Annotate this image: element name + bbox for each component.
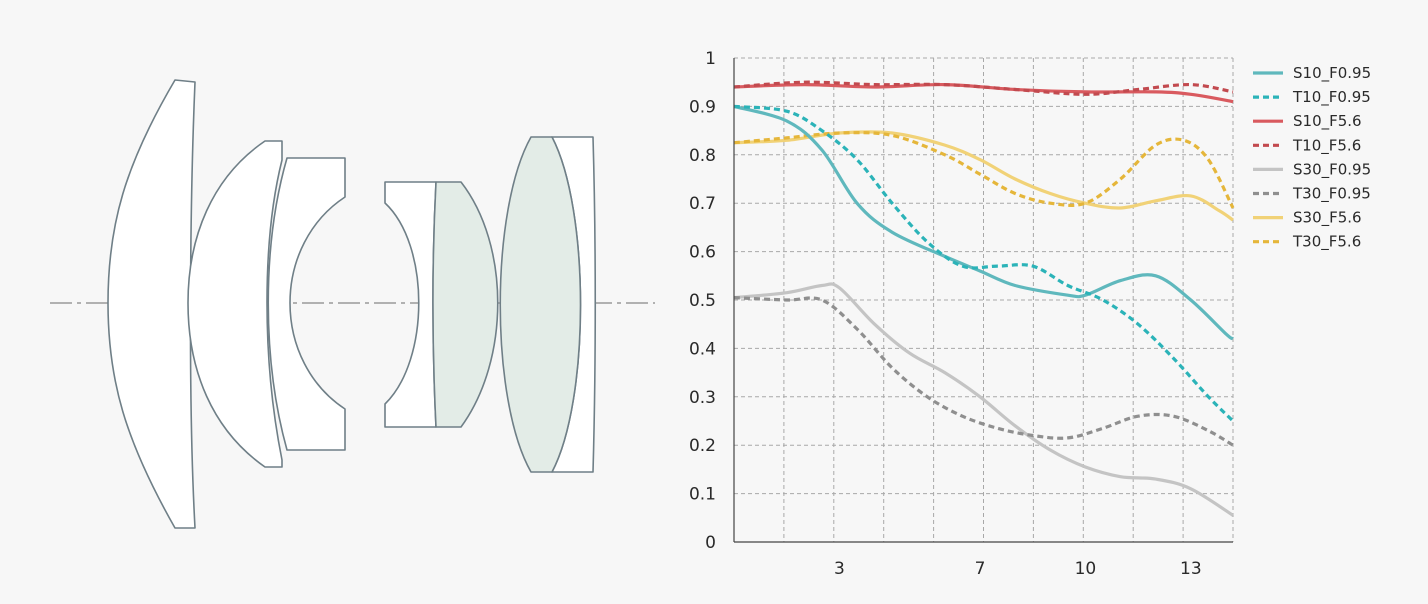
legend-label-s30-f5-6: S30_F5.6 <box>1293 209 1362 228</box>
y-tick-label-3: 0.3 <box>689 388 716 408</box>
y-tick-label-6: 0.6 <box>689 243 716 263</box>
x-tick-label-2: 10 <box>1075 559 1097 579</box>
lens-element-3 <box>267 157 346 451</box>
legend-label-t10-f0-95: T10_F0.95 <box>1292 88 1371 107</box>
lens-element-2 <box>187 140 283 468</box>
y-tick-label-0: 0 <box>705 533 716 553</box>
legend-label-s10-f5-6: S10_F5.6 <box>1293 112 1362 131</box>
y-tick-label-10: 1 <box>705 49 716 69</box>
y-tick-label-1: 0.1 <box>689 485 716 505</box>
lens-element-5a <box>499 136 582 473</box>
y-tick-label-8: 0.8 <box>689 146 716 166</box>
legend-label-t30-f0-95: T30_F0.95 <box>1292 185 1371 204</box>
series-line-t10-f0-95 <box>733 104 1235 423</box>
chart-legend: S10_F0.95 T10_F0.95 S10_F5.6 T10_F5.6 S30_F0… <box>1253 64 1371 252</box>
y-tick-label-2: 0.2 <box>689 436 716 456</box>
lens-diagram <box>50 79 655 529</box>
lens-element-4b <box>432 181 499 428</box>
chart-series <box>733 80 1235 517</box>
chart-grid <box>734 57 1234 542</box>
series-line-s30-f0-95 <box>733 282 1234 517</box>
y-tick-label-4: 0.4 <box>689 339 716 359</box>
series-line-t30-f0-95 <box>733 296 1234 447</box>
legend-label-t30-f5-6: T30_F5.6 <box>1292 233 1361 252</box>
x-tick-label-1: 7 <box>975 559 986 579</box>
legend-label-s10-f0-95: S10_F0.95 <box>1293 64 1371 83</box>
legend-label-s30-f0-95: S30_F0.95 <box>1293 160 1371 179</box>
y-tick-label-5: 0.5 <box>689 291 716 311</box>
lens-element-1 <box>107 79 196 529</box>
y-tick-label-9: 0.9 <box>689 97 716 117</box>
series-line-t30-f5-6 <box>733 131 1235 209</box>
chart-axes <box>733 58 1233 543</box>
x-tick-label-3: 13 <box>1180 559 1202 579</box>
x-tick-label-0: 3 <box>834 559 845 579</box>
legend-label-t10-f5-6: T10_F5.6 <box>1292 136 1361 155</box>
chart-tick-labels: 00.10.20.30.40.50.60.70.80.913 7 10 13 <box>689 49 1202 579</box>
series-line-s10-f0-95 <box>733 104 1234 341</box>
y-tick-label-7: 0.7 <box>689 194 716 214</box>
